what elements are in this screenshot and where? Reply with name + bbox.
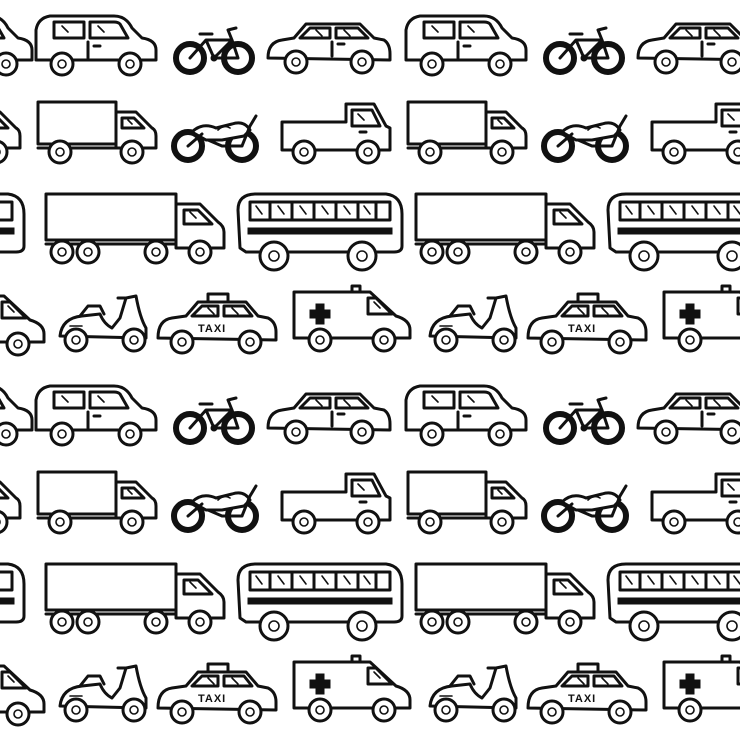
taxi-doodle	[158, 294, 276, 353]
taxi-doodle	[158, 664, 276, 723]
box-truck-doodle	[0, 102, 20, 163]
bicycle-doodle	[176, 28, 252, 72]
semi-truck-doodle	[416, 194, 594, 263]
pickup-truck-doodle	[282, 474, 390, 533]
pickup-truck-doodle	[282, 104, 390, 163]
bus-doodle	[608, 194, 740, 270]
scooter-doodle	[430, 296, 516, 351]
pattern-row-7	[0, 564, 740, 640]
semi-truck-doodle	[46, 194, 224, 263]
bus-doodle	[0, 564, 24, 640]
ambulance-doodle	[294, 656, 410, 721]
bus-doodle	[0, 194, 24, 270]
bus-doodle	[608, 564, 740, 640]
pickup-truck-doodle	[652, 474, 740, 533]
car-doodle	[406, 16, 526, 75]
pattern-row-1	[0, 16, 740, 75]
ambulance-doodle	[664, 286, 740, 351]
box-truck-doodle	[408, 472, 526, 533]
pattern-row-8	[0, 656, 740, 725]
pickup-truck-doodle	[652, 104, 740, 163]
scooter-doodle	[60, 296, 146, 351]
sedan-doodle	[638, 24, 740, 73]
box-truck-doodle	[38, 472, 156, 533]
car-doodle	[406, 386, 526, 445]
bicycle-doodle	[176, 398, 252, 442]
bicycle-doodle	[546, 28, 622, 72]
pattern-row-5	[0, 386, 740, 445]
semi-truck-doodle	[416, 564, 594, 633]
motorcycle-doodle	[544, 486, 626, 530]
ambulance-doodle	[294, 286, 410, 351]
motorcycle-doodle	[544, 116, 626, 160]
car-doodle	[0, 386, 32, 445]
ambulance-doodle	[0, 290, 44, 355]
motorcycle-doodle	[174, 116, 256, 160]
bicycle-doodle	[546, 398, 622, 442]
sedan-doodle	[268, 394, 390, 443]
taxi-doodle	[528, 664, 646, 723]
box-truck-doodle	[408, 102, 526, 163]
taxi-doodle	[528, 294, 646, 353]
car-doodle	[36, 386, 156, 445]
pattern-row-3	[0, 194, 740, 270]
box-truck-doodle	[38, 102, 156, 163]
box-truck-doodle	[0, 472, 20, 533]
scooter-doodle	[430, 666, 516, 721]
motorcycle-doodle	[174, 486, 256, 530]
sedan-doodle	[638, 394, 740, 443]
ambulance-doodle	[0, 660, 44, 725]
semi-truck-doodle	[46, 564, 224, 633]
scooter-doodle	[60, 666, 146, 721]
pattern-row-2	[0, 102, 740, 163]
bus-doodle	[238, 194, 402, 270]
car-doodle	[36, 16, 156, 75]
ambulance-doodle	[664, 656, 740, 721]
pattern-row-4	[0, 286, 740, 355]
bus-doodle	[238, 564, 402, 640]
pattern-row-6	[0, 472, 740, 533]
car-doodle	[0, 16, 32, 75]
sedan-doodle	[268, 24, 390, 73]
